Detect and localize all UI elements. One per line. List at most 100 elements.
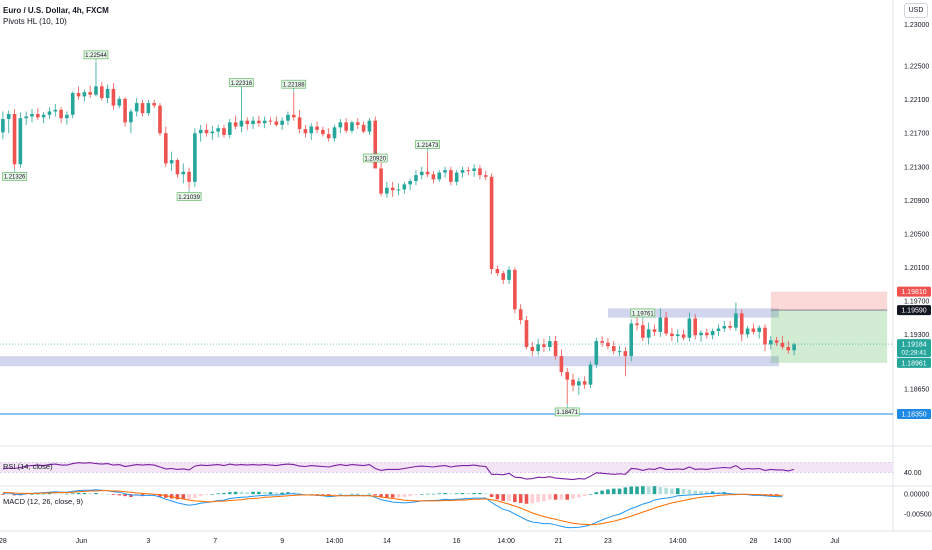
candle — [611, 341, 616, 355]
time-tick-label: Jun — [76, 538, 87, 545]
macd-histogram-bar — [489, 494, 494, 497]
pivot-label-box — [630, 308, 656, 318]
candle — [693, 314, 698, 340]
candle-body — [559, 356, 564, 373]
macd-histogram-bar — [309, 494, 314, 495]
macd-tick-label: -0.00500 — [904, 512, 932, 519]
candle-body — [617, 351, 622, 353]
candle-body — [786, 346, 791, 351]
candle-body — [385, 187, 389, 194]
candle-body — [472, 168, 476, 171]
price-tick-label: 1.18650 — [904, 386, 929, 393]
candle-body — [611, 346, 616, 352]
pivot-label: 1.18471 — [556, 410, 578, 416]
macd-histogram-bar — [332, 494, 337, 495]
macd-histogram-bar — [158, 494, 162, 497]
candle — [65, 111, 69, 125]
time-tick-label: 14:00 — [669, 538, 687, 545]
macd-histogram-bar — [425, 493, 430, 495]
candle — [478, 165, 482, 180]
macd-histogram-bar — [449, 493, 453, 495]
time-tick-label: 3 — [146, 538, 150, 545]
candle — [193, 128, 197, 187]
rsi-band — [0, 462, 893, 473]
candle — [716, 324, 721, 337]
candle — [245, 117, 250, 130]
candle — [414, 170, 418, 186]
candle-body — [117, 98, 122, 106]
candle-body — [303, 129, 308, 134]
indicator-legend[interactable]: Pivots HL (10, 10) — [3, 17, 67, 26]
candle — [728, 320, 732, 331]
pivot-label: 1.22188 — [283, 82, 305, 88]
macd-histogram-bar — [82, 492, 87, 495]
candle-body — [431, 174, 436, 180]
candle-body — [175, 160, 180, 175]
macd-histogram-bar — [524, 494, 529, 504]
macd-histogram-bar — [321, 494, 325, 495]
macd-histogram-bar — [629, 486, 634, 495]
macd-histogram-bar — [41, 493, 46, 495]
candle-body — [140, 103, 145, 114]
candle — [641, 320, 645, 342]
macd-histogram-bar — [129, 494, 133, 497]
candle — [582, 376, 587, 389]
time-tick-label: 14:00 — [774, 538, 792, 545]
macd-histogram-bar — [326, 494, 331, 496]
price-tick-label: 1.19300 — [904, 332, 929, 339]
candle-body — [227, 122, 232, 135]
macd-histogram-bar — [623, 487, 628, 495]
candle — [722, 320, 727, 332]
candle-body — [507, 269, 511, 280]
candle-body — [111, 88, 116, 106]
macd-histogram-bar — [344, 494, 348, 495]
candle — [286, 111, 290, 125]
macd-histogram-bar — [507, 494, 511, 501]
macd-histogram-bar — [350, 493, 354, 495]
candle-body — [12, 113, 17, 165]
candle-body — [629, 323, 634, 357]
macd-histogram-bar — [24, 494, 28, 495]
candle-body — [716, 328, 721, 332]
candle — [559, 349, 564, 377]
candle — [76, 86, 81, 100]
candle — [30, 108, 34, 123]
price-tick-label: 1.20500 — [904, 231, 929, 238]
price-axis-label-text: 1.19590 — [901, 308, 926, 315]
candle-body — [513, 269, 517, 310]
macd-histogram-bar — [437, 493, 442, 495]
macd-histogram-bar — [594, 492, 599, 495]
candle — [769, 336, 773, 350]
candle-body — [728, 325, 732, 328]
macd-histogram-bar — [693, 490, 698, 495]
macd-histogram-bar — [675, 488, 680, 495]
macd-histogram-bar — [681, 488, 686, 495]
candle-body — [419, 171, 424, 176]
currency-button[interactable]: USD — [904, 3, 928, 18]
candle — [571, 373, 575, 392]
candle — [646, 322, 651, 345]
macd-histogram-bar — [1, 494, 5, 495]
candle-body — [59, 109, 63, 119]
candle — [262, 116, 267, 129]
macd-histogram-bar — [705, 491, 709, 495]
candle-body — [286, 114, 290, 121]
candle-body — [443, 170, 447, 173]
price-axis-label — [897, 408, 931, 419]
candle-body — [652, 329, 657, 332]
macd-histogram-bar — [565, 494, 570, 500]
macd-histogram-bar — [385, 494, 389, 498]
pivot-label-box — [229, 78, 254, 87]
candle-body — [309, 126, 314, 134]
candle — [163, 126, 168, 167]
macd-histogram-bar — [518, 494, 523, 503]
candle — [437, 170, 442, 182]
candle-body — [41, 114, 46, 118]
candle-body — [361, 124, 366, 132]
candle — [12, 108, 17, 169]
candle-body — [65, 114, 69, 119]
pivot-label-box — [415, 140, 440, 149]
macd-histogram-bar — [94, 492, 98, 495]
candle — [577, 377, 581, 395]
